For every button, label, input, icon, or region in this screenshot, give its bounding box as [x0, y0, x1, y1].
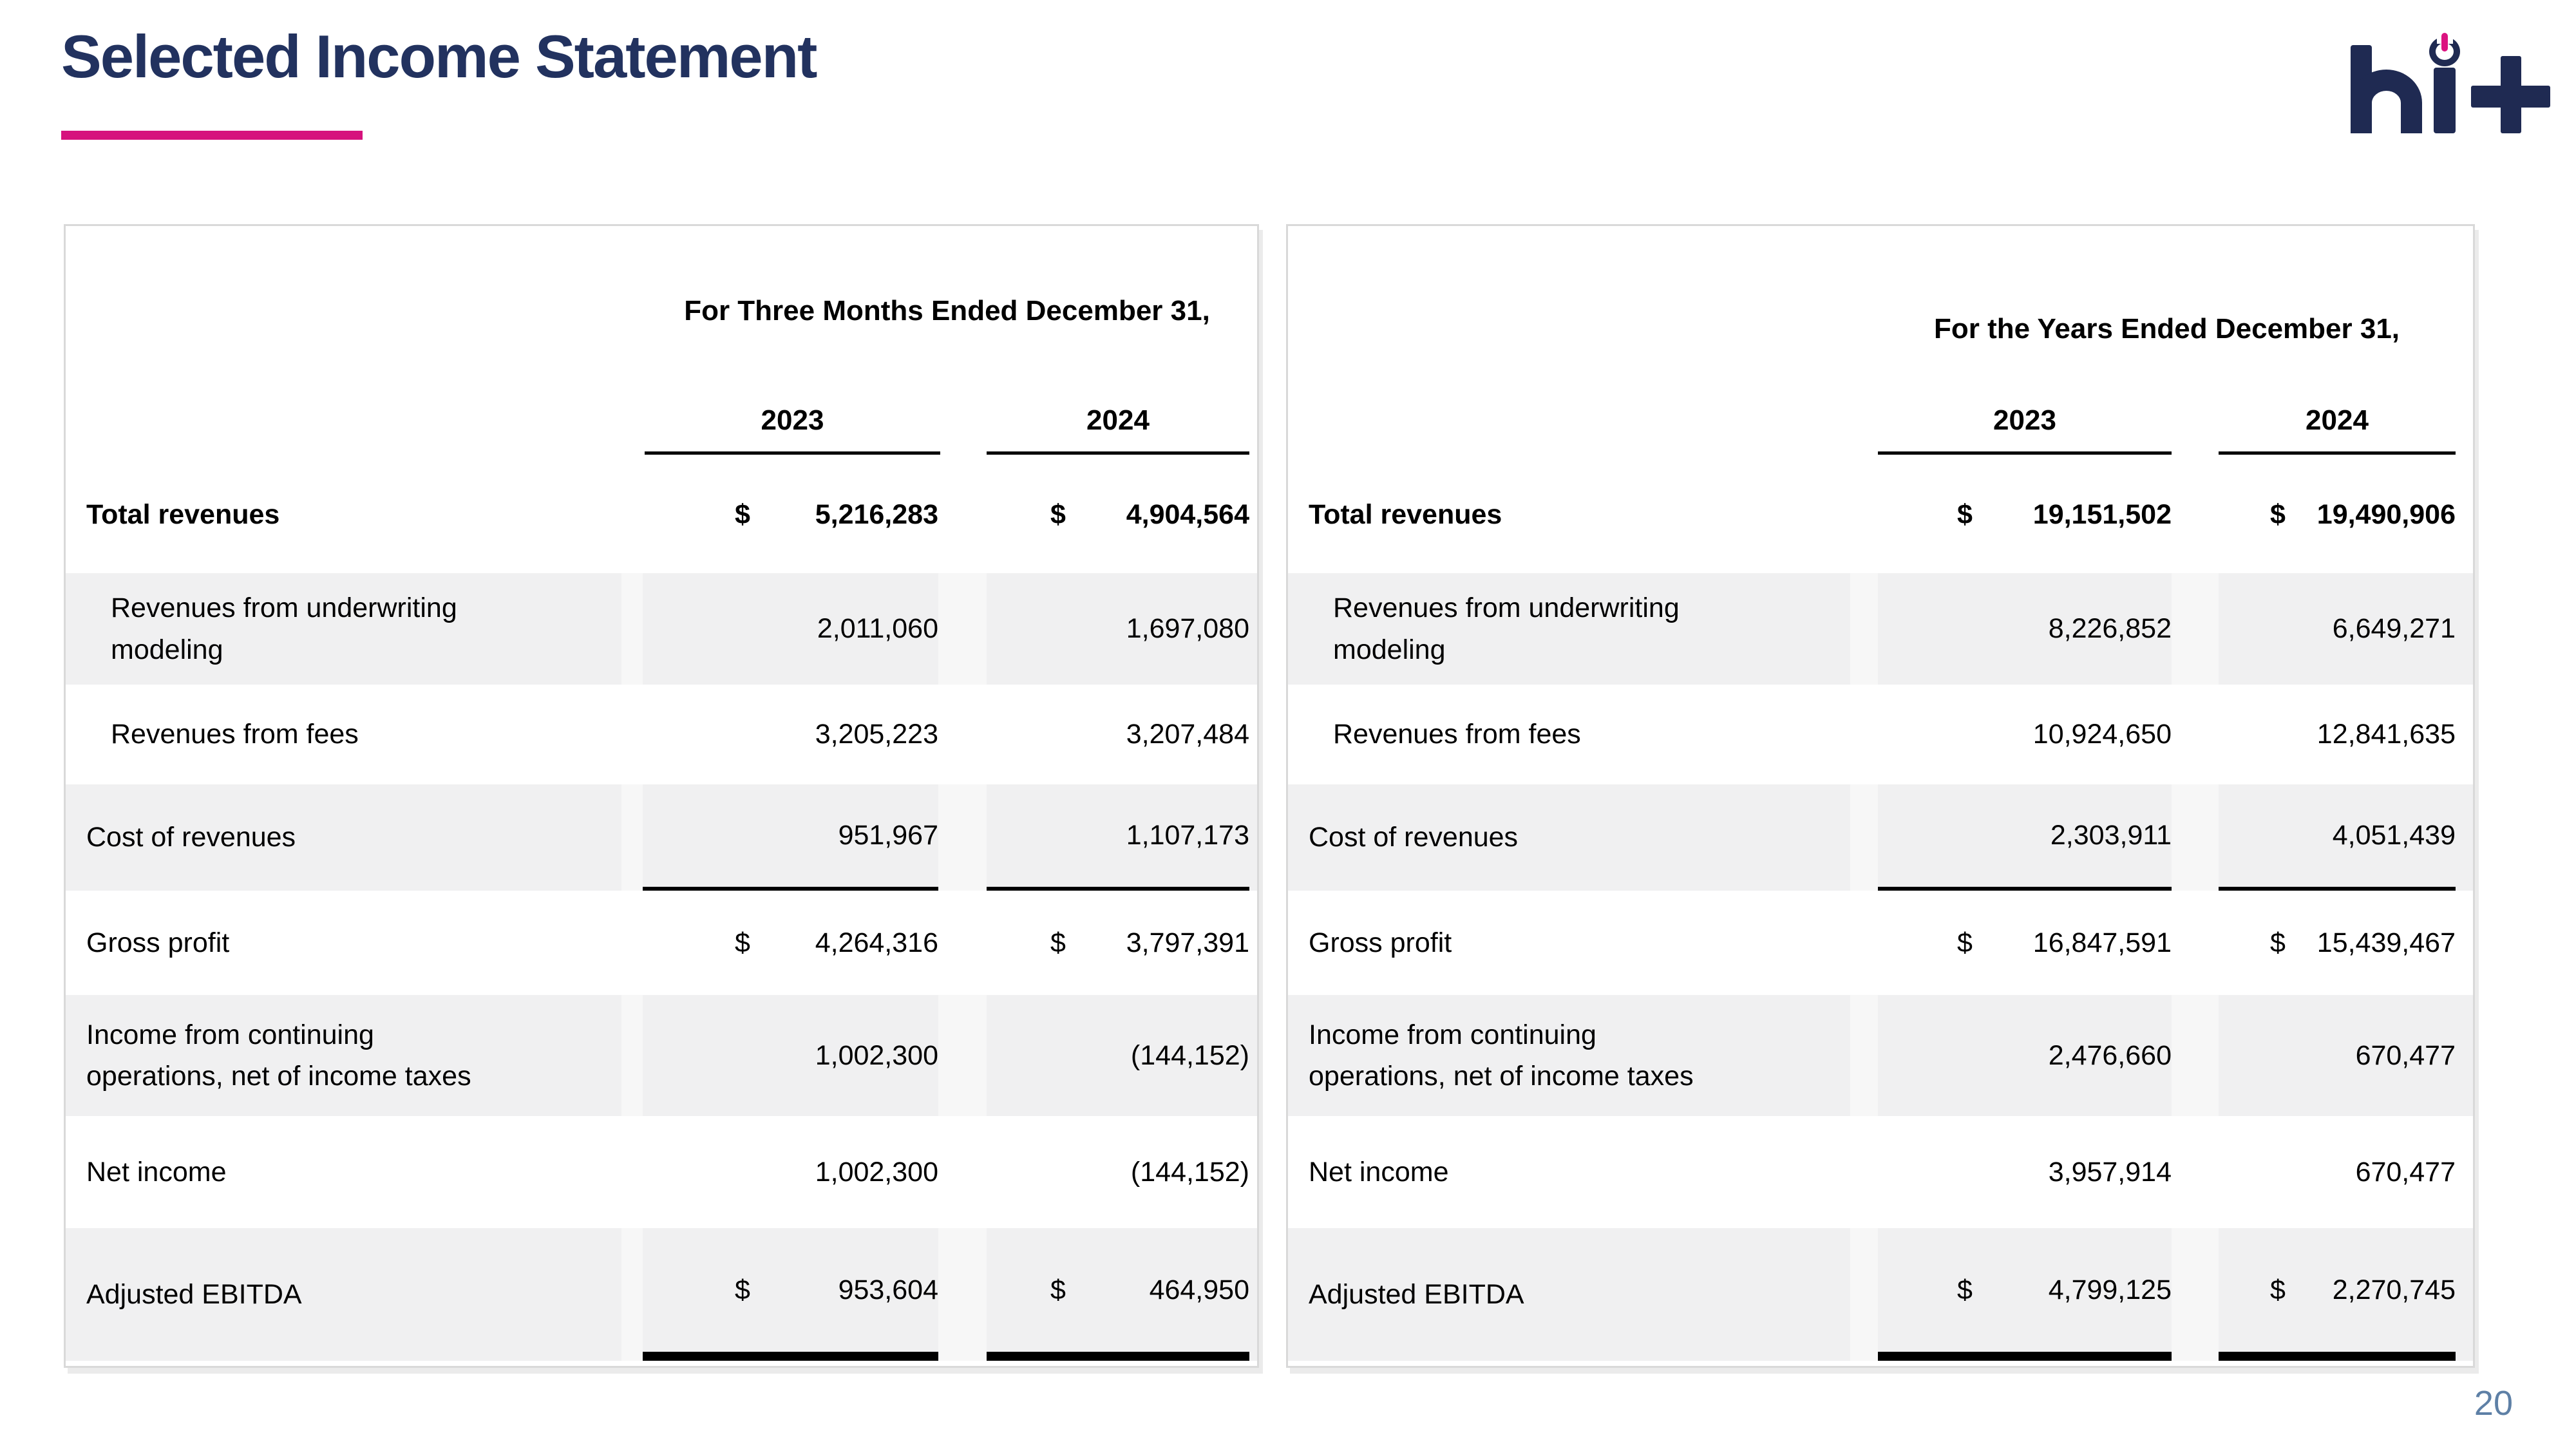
value-2024: $2,270,745: [2219, 1228, 2456, 1361]
value-2024: 3,207,484: [1126, 719, 1249, 750]
page-number: 20: [2474, 1384, 2513, 1423]
value-2023: 3,205,223: [815, 719, 938, 750]
value-2023: $16,847,591: [1957, 927, 2172, 958]
year-header-2023: 2023: [761, 404, 824, 436]
logo-plus-icon-bar: [2501, 56, 2521, 133]
value-2024: (144,152): [1130, 1156, 1249, 1188]
row-label: Income from continuing operations, net o…: [1309, 1019, 1694, 1092]
value-2023: 1,002,300: [815, 1156, 938, 1188]
row-label: Adjusted EBITDA: [1309, 1278, 1524, 1310]
table-row: Cost of revenues 2,303,911 4,051,439: [1288, 784, 2473, 891]
row-label: Cost of revenues: [86, 822, 296, 853]
value-2023: $953,604: [643, 1228, 938, 1361]
table-row: Total revenues $5,216,283 $4,904,564: [66, 456, 1257, 573]
table-row: Adjusted EBITDA $953,604 $464,950: [66, 1228, 1257, 1361]
year-underline: [1878, 451, 2172, 455]
value-2024: $15,439,467: [2270, 927, 2456, 958]
value-2023: 2,011,060: [817, 613, 938, 644]
value-2023: $4,264,316: [735, 927, 938, 958]
value-2023: 2,476,660: [2048, 1039, 2172, 1071]
quarterly-income-table: For Three Months Ended December 31, 2023…: [64, 224, 1259, 1368]
row-label: Revenues from underwriting modeling: [1333, 592, 1680, 665]
value-2023: 1,002,300: [815, 1039, 938, 1071]
value-2024: $19,490,906: [2270, 498, 2456, 530]
value-2023: $4,799,125: [1878, 1228, 2172, 1361]
table-row: Income from continuing operations, net o…: [66, 995, 1257, 1116]
table-row: Gross profit $4,264,316 $3,797,391: [66, 891, 1257, 995]
value-2023: 2,303,911: [1878, 784, 2172, 891]
row-label: Total revenues: [86, 498, 280, 530]
table-row: Revenues from underwriting modeling 8,22…: [1288, 573, 2473, 685]
row-label: Net income: [86, 1156, 227, 1188]
table-row: Income from continuing operations, net o…: [1288, 995, 2473, 1116]
value-2024: $3,797,391: [1050, 927, 1249, 958]
table-row: Total revenues $19,151,502 $19,490,906: [1288, 456, 2473, 573]
title-accent-bar: [61, 131, 363, 140]
value-2023: 3,957,914: [2048, 1156, 2172, 1188]
value-2024: (144,152): [1130, 1039, 1249, 1071]
value-2023: 951,967: [643, 784, 938, 891]
company-logo: [2344, 26, 2557, 137]
table-row: Revenues from underwriting modeling 2,01…: [66, 573, 1257, 685]
value-2023: 10,924,650: [2032, 719, 2172, 750]
period-header: For Three Months Ended December 31,: [684, 295, 1210, 327]
table-row: Adjusted EBITDA $4,799,125 $2,270,745: [1288, 1228, 2473, 1361]
logo-h-arch: [2351, 70, 2422, 133]
table-row: Revenues from fees 10,924,650 12,841,635: [1288, 685, 2473, 784]
value-2024: $4,904,564: [1050, 498, 1249, 530]
value-2023: 8,226,852: [2048, 613, 2172, 644]
value-2024: 1,107,173: [987, 784, 1249, 891]
row-label: Income from continuing operations, net o…: [86, 1019, 471, 1092]
value-2024: 1,697,080: [1126, 613, 1249, 644]
year-header-2024: 2024: [1086, 404, 1150, 436]
table-row: Cost of revenues 951,967 1,107,173: [66, 784, 1257, 891]
value-2024: 670,477: [2355, 1156, 2456, 1188]
logo-i-stem: [2434, 68, 2456, 133]
year-header-2024: 2024: [2306, 404, 2369, 436]
year-underline: [645, 451, 940, 455]
row-label: Adjusted EBITDA: [86, 1278, 302, 1310]
value-2024: $464,950: [987, 1228, 1249, 1361]
table-body: Total revenues $19,151,502 $19,490,906 R…: [1288, 456, 2473, 1361]
row-label: Revenues from underwriting modeling: [111, 592, 457, 665]
year-underline: [987, 451, 1249, 455]
year-underline: [2219, 451, 2456, 455]
table-row: Revenues from fees 3,205,223 3,207,484: [66, 685, 1257, 784]
value-2024: 12,841,635: [2316, 719, 2456, 750]
table-row: Net income 1,002,300 (144,152): [66, 1116, 1257, 1228]
period-header: For the Years Ended December 31,: [1933, 313, 2400, 345]
value-2024: 670,477: [2355, 1039, 2456, 1071]
row-label: Revenues from fees: [1333, 719, 1581, 750]
page-title: Selected Income Statement: [61, 23, 817, 90]
value-2024: 6,649,271: [2332, 613, 2456, 644]
row-label: Gross profit: [86, 927, 230, 958]
row-label: Cost of revenues: [1309, 822, 1519, 853]
annual-income-table: For the Years Ended December 31, 2023 20…: [1286, 224, 2475, 1368]
value-2024: 4,051,439: [2219, 784, 2456, 891]
row-label: Gross profit: [1309, 927, 1452, 958]
value-2023: $19,151,502: [1957, 498, 2172, 530]
row-label: Revenues from fees: [111, 719, 359, 750]
power-icon-tick: [2441, 33, 2448, 52]
row-label: Net income: [1309, 1156, 1449, 1188]
table-row: Gross profit $16,847,591 $15,439,467: [1288, 891, 2473, 995]
table-row: Net income 3,957,914 670,477: [1288, 1116, 2473, 1228]
year-header-2023: 2023: [1993, 404, 2056, 436]
table-body: Total revenues $5,216,283 $4,904,564 Rev…: [66, 456, 1257, 1361]
value-2023: $5,216,283: [735, 498, 938, 530]
row-label: Total revenues: [1309, 498, 1502, 530]
